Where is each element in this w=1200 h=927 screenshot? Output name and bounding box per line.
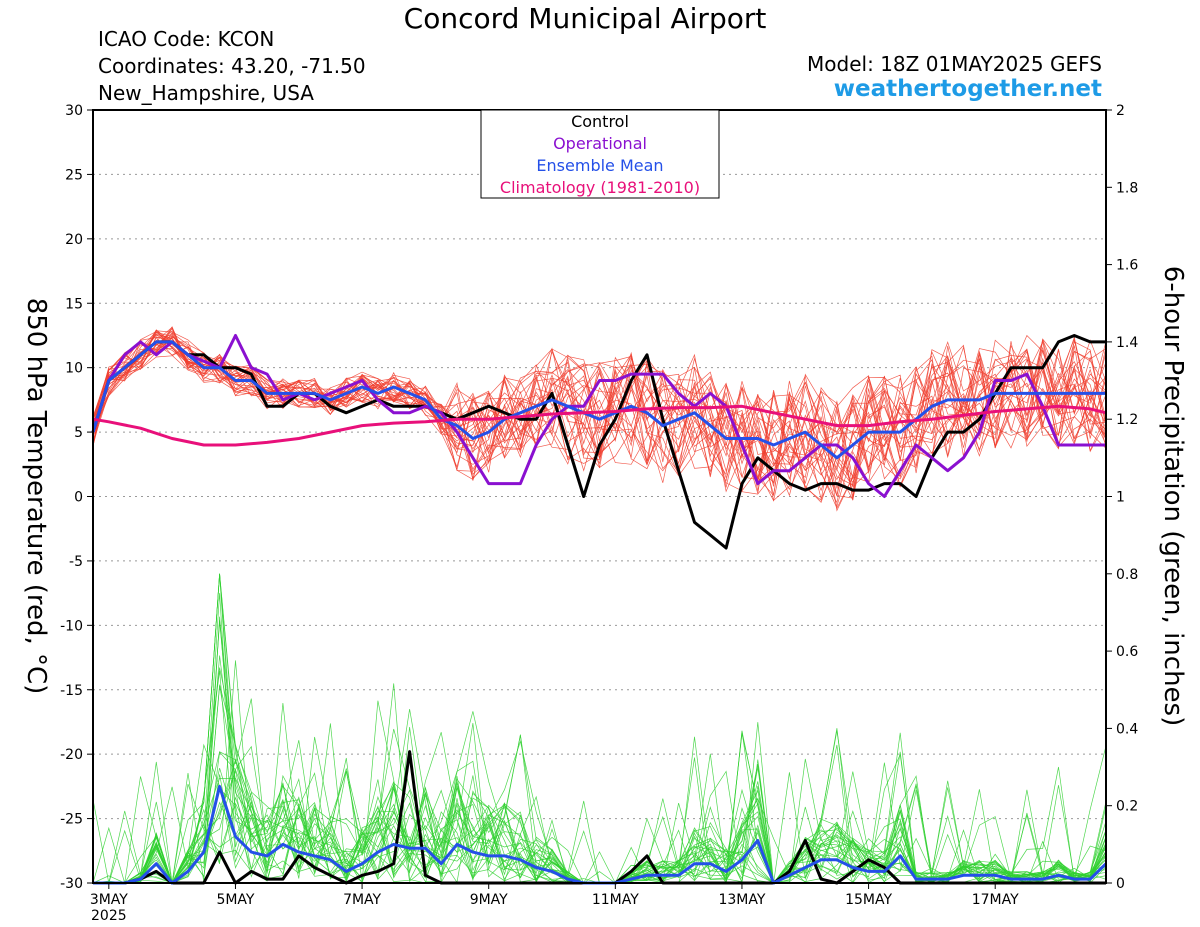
y-tick-label: 25 [65,167,83,183]
x-tick-label: 9MAY [470,892,508,908]
y-tick-label: -20 [60,747,83,763]
y2-tick-label: 1.8 [1116,180,1138,196]
y2-axis-label: 6-hour Precipitation (green, inches) [1158,266,1188,726]
y2-tick-label: 2 [1116,103,1125,119]
temp-line-control [91,334,1106,550]
icao-code: ICAO Code: KCON [98,27,275,51]
y-tick-label: 20 [65,232,83,248]
temp-line-ensemble-mean [91,340,1106,460]
y2-tick-label: 1.2 [1116,412,1138,428]
legend-entry: Climatology (1981-2010) [500,178,700,197]
website-link[interactable]: weathertogether.net [833,76,1102,102]
y-axis-left-ticks: -30 -25 -20 -15 -10 -5 0 5 10 15 20 25 30 [60,103,93,892]
legend-entry: Control [571,112,629,131]
temp-member-line [92,331,1107,488]
y-tick-label: -25 [60,812,83,828]
y-axis-right-ticks: 0 0.2 0.4 0.6 0.8 1 1.2 1.4 1.6 1.8 2 [1106,103,1138,892]
legend-box [480,109,720,199]
temp-line-climatology-1981-2010 [92,404,1107,447]
x-tick-label: 7MAY [343,892,381,908]
x-tick-sublabel: 2025 [91,908,127,924]
precip-member-line [93,702,1107,884]
precip-member-line [93,616,1107,884]
precip-member-line [93,775,1107,884]
x-tick-label: 17MAY [972,892,1019,908]
temp-member-line [92,326,1107,501]
y2-tick-label: 0.6 [1116,644,1138,660]
temp-member-line [92,335,1107,489]
temp-line-operational [91,334,1106,498]
chart-title: Concord Municipal Airport [403,2,767,35]
y-tick-label: -5 [69,554,83,570]
model-run: Model: 18Z 01MAY2025 GEFS [807,52,1102,76]
y2-tick-label: 1 [1116,490,1125,506]
precip-member-line [93,573,1107,884]
temp-member-line [92,329,1107,497]
x-tick-label: 11MAY [592,892,639,908]
precip-member-line [93,700,1107,884]
x-tick-label: 3MAY [90,892,128,908]
y-tick-label: 15 [65,296,83,312]
main-series-lines [91,334,1108,885]
grid-lines [93,173,1106,820]
legend-entry: Ensemble Mean [536,156,663,175]
precip-member-lines [92,573,1107,885]
coordinates: Coordinates: 43.20, -71.50 [98,54,366,78]
temp-member-line [92,337,1107,502]
x-tick-label: 15MAY [845,892,892,908]
x-tick-label: 13MAY [718,892,765,908]
legend-entry: Operational [553,134,647,153]
y2-tick-label: 1.6 [1116,258,1138,274]
y-axis-label: 850 hPa Temperature (red, °C) [21,298,51,695]
precip-member-line [93,620,1107,884]
x-tick-label: 5MAY [216,892,254,908]
legend: Control Operational Ensemble Mean Climatolo… [480,109,720,199]
y-tick-label: -10 [60,618,83,634]
y2-tick-label: 0.8 [1116,567,1138,583]
y-tick-label: 30 [65,103,83,119]
temp-member-line [92,335,1107,500]
temp-member-line [92,330,1107,492]
y2-tick-label: 0 [1116,876,1125,892]
y-tick-label: -30 [60,876,83,892]
precip-member-line [93,684,1107,884]
y-tick-label: 5 [74,425,83,441]
y-tick-label: 10 [65,361,83,377]
y2-tick-label: 0.4 [1116,721,1138,737]
y2-tick-label: 1.4 [1116,335,1138,351]
y2-tick-label: 0.2 [1116,799,1138,815]
y-tick-label: -15 [60,683,83,699]
precip-member-line [93,621,1107,884]
y-tick-label: 0 [74,490,83,506]
region: New_Hampshire, USA [98,81,314,105]
